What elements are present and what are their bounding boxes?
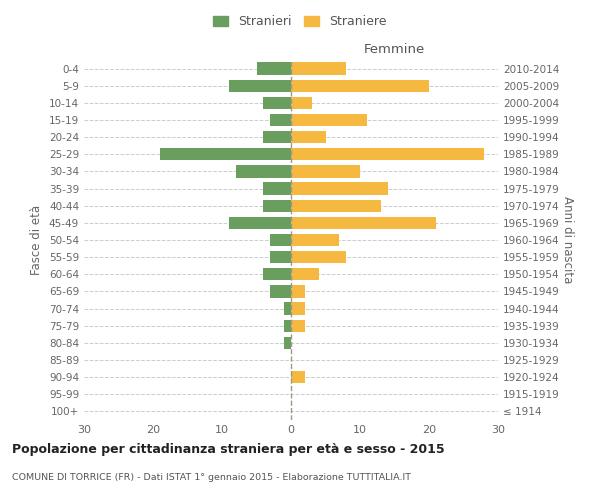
Bar	[291, 182, 388, 194]
Bar	[291, 80, 429, 92]
Bar	[229, 80, 291, 92]
Bar	[263, 200, 291, 212]
Bar	[291, 268, 319, 280]
Bar	[291, 200, 381, 212]
Bar	[263, 131, 291, 143]
Bar	[291, 131, 325, 143]
Bar	[291, 234, 340, 246]
Bar	[291, 96, 312, 109]
Bar	[291, 371, 305, 384]
Bar	[291, 62, 346, 74]
Y-axis label: Fasce di età: Fasce di età	[31, 205, 43, 275]
Bar	[263, 268, 291, 280]
Bar	[291, 320, 305, 332]
Bar	[271, 114, 291, 126]
Legend: Stranieri, Straniere: Stranieri, Straniere	[209, 11, 391, 32]
Text: Femmine: Femmine	[364, 44, 425, 57]
Bar	[291, 148, 484, 160]
Text: Popolazione per cittadinanza straniera per età e sesso - 2015: Popolazione per cittadinanza straniera p…	[12, 442, 445, 456]
Bar	[263, 182, 291, 194]
Bar	[291, 216, 436, 229]
Bar	[271, 251, 291, 264]
Bar	[236, 166, 291, 177]
Y-axis label: Anni di nascita: Anni di nascita	[560, 196, 574, 284]
Bar	[160, 148, 291, 160]
Bar	[291, 114, 367, 126]
Bar	[284, 302, 291, 314]
Bar	[284, 336, 291, 349]
Bar	[257, 62, 291, 74]
Bar	[263, 96, 291, 109]
Bar	[271, 286, 291, 298]
Bar	[291, 251, 346, 264]
Bar	[229, 216, 291, 229]
Bar	[291, 166, 360, 177]
Bar	[291, 286, 305, 298]
Bar	[271, 234, 291, 246]
Bar	[291, 302, 305, 314]
Bar	[284, 320, 291, 332]
Text: COMUNE DI TORRICE (FR) - Dati ISTAT 1° gennaio 2015 - Elaborazione TUTTITALIA.IT: COMUNE DI TORRICE (FR) - Dati ISTAT 1° g…	[12, 473, 411, 482]
